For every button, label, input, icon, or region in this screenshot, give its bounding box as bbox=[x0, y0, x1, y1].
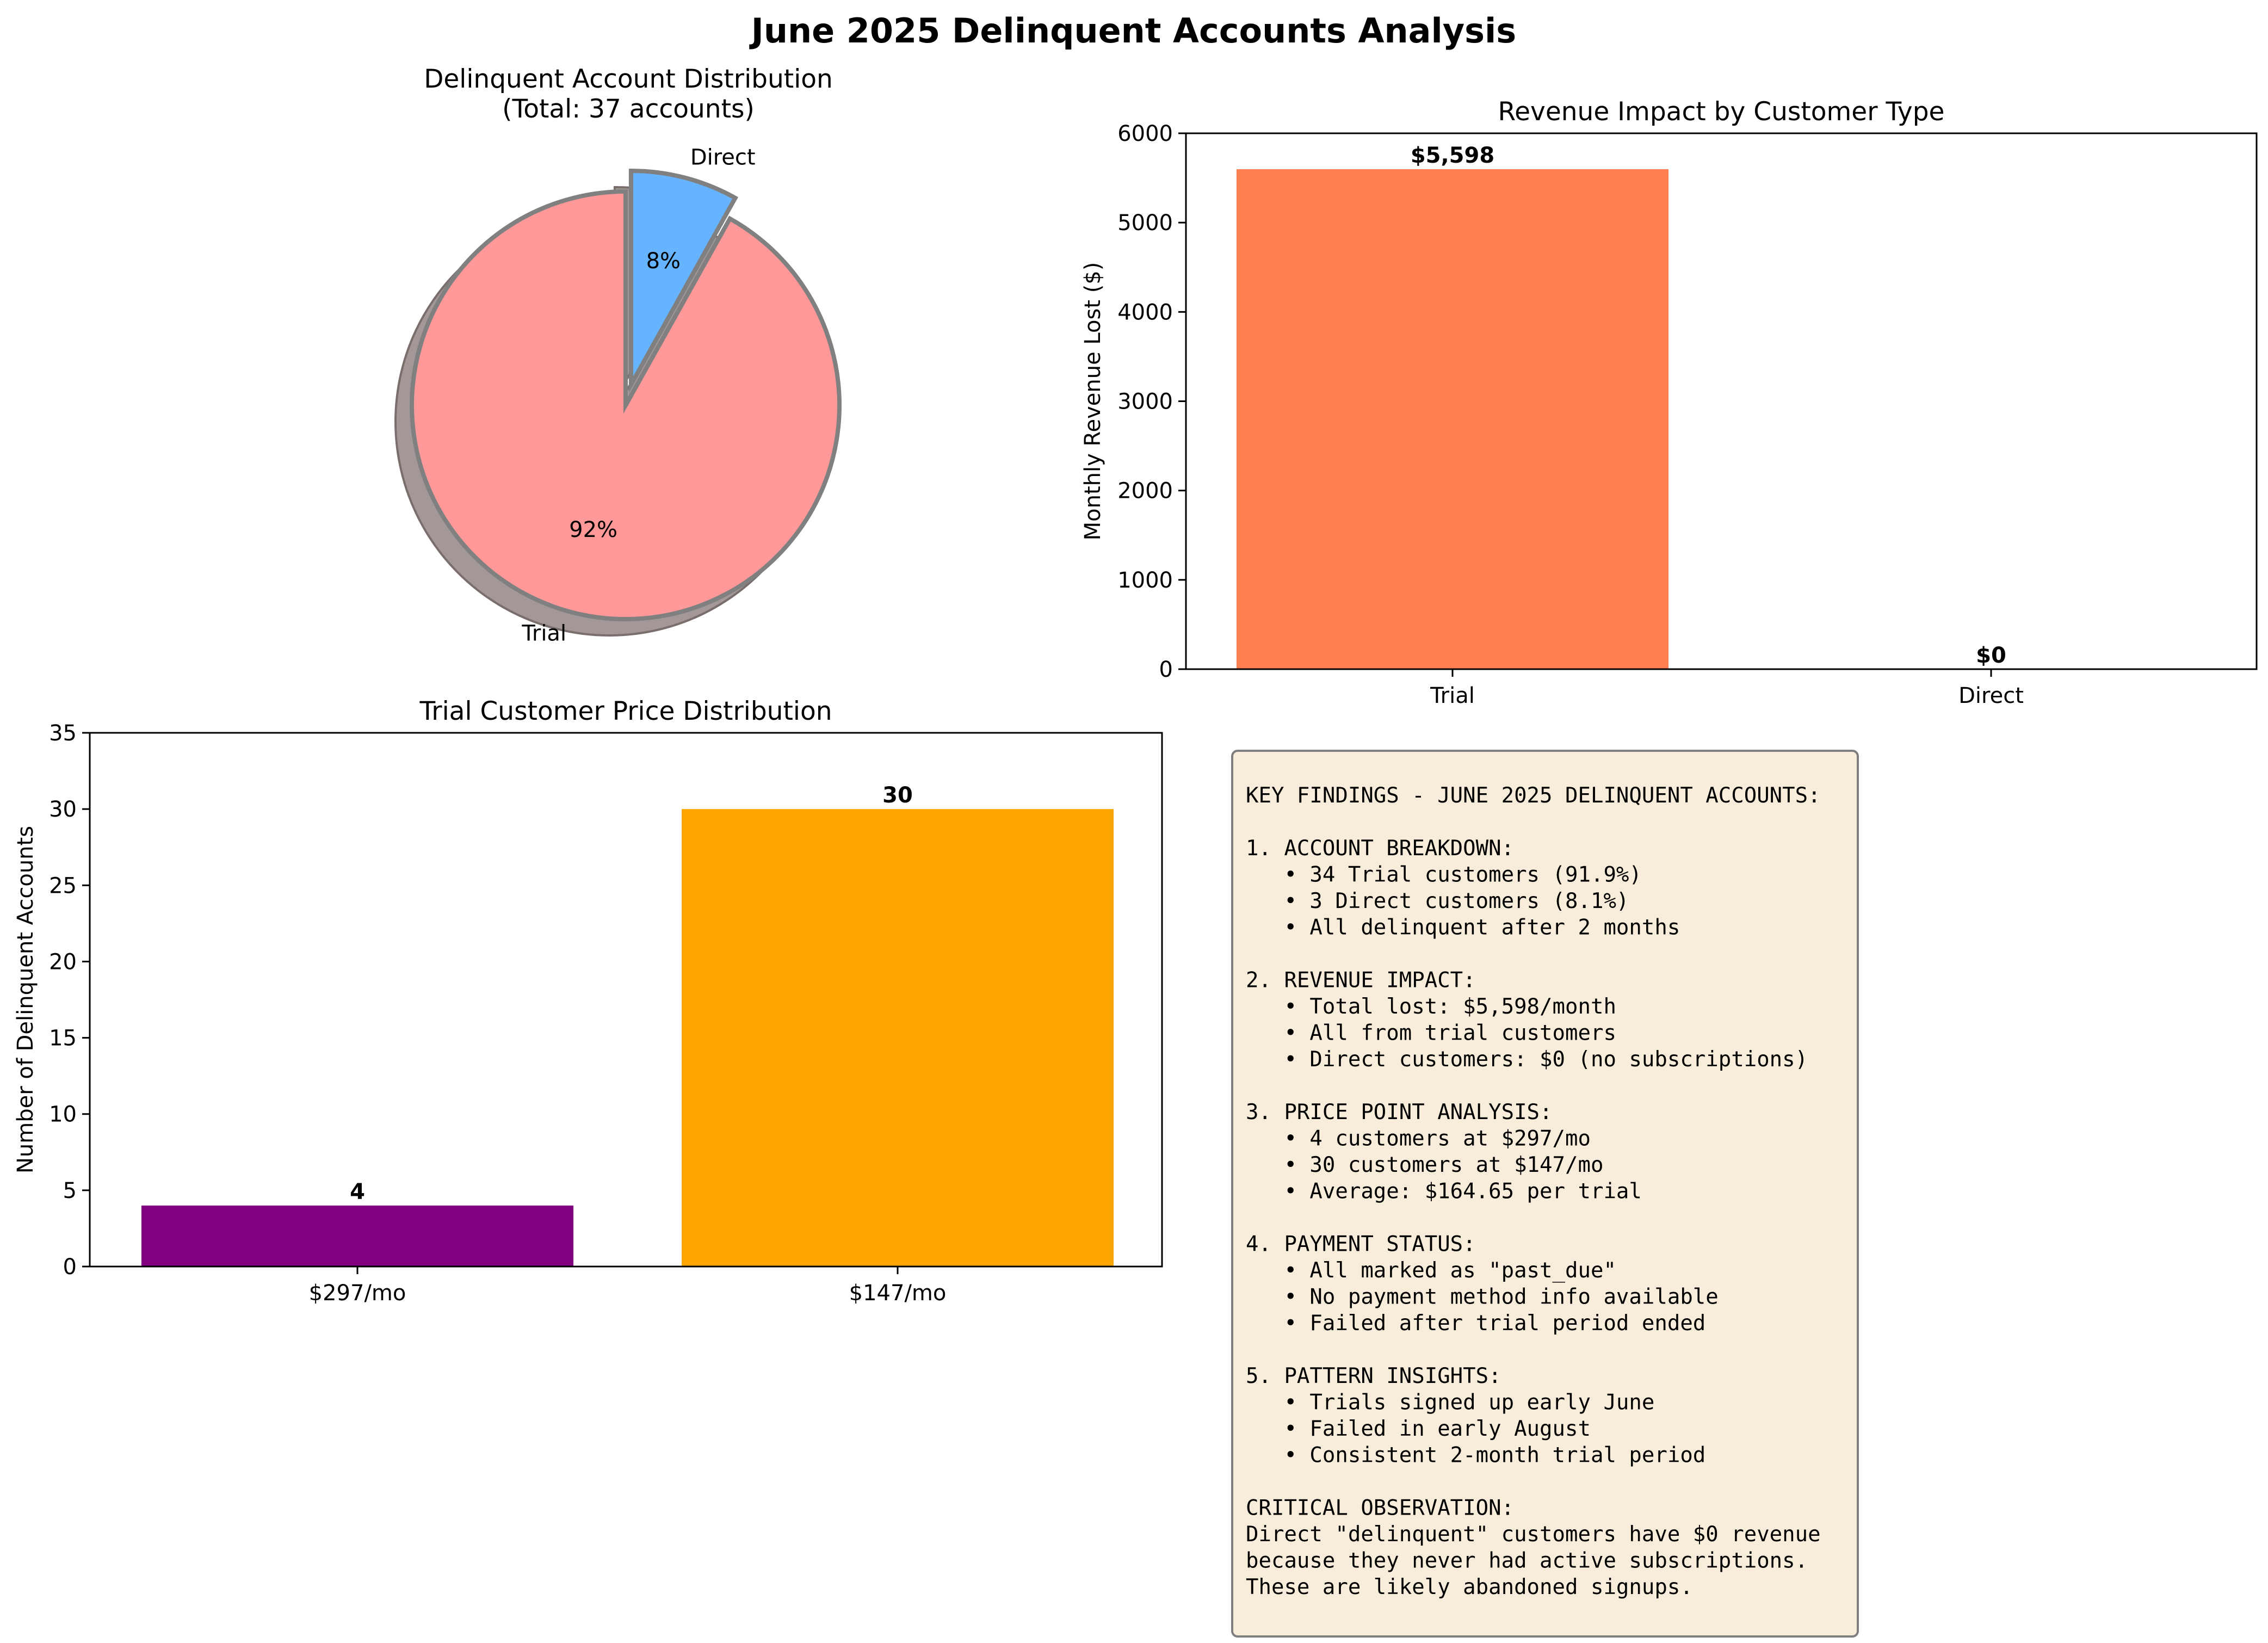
pie-title-line-1: Delinquent Account Distribution bbox=[424, 64, 833, 94]
findings-line: • No payment method info available bbox=[1246, 1285, 1719, 1310]
findings-line: • Failed after trial period ended bbox=[1246, 1311, 1705, 1336]
price-ytick-label-6: 30 bbox=[49, 797, 77, 822]
pie-percent-direct: 8% bbox=[646, 249, 681, 274]
revenue-axes-frame bbox=[1185, 132, 2258, 670]
findings-line: • 3 Direct customers (8.1%) bbox=[1246, 889, 1629, 913]
revenue-title: Revenue Impact by Customer Type bbox=[1498, 97, 1945, 127]
findings-line: KEY FINDINGS - JUNE 2025 DELINQUENT ACCO… bbox=[1246, 783, 1821, 808]
findings-line: Direct "delinquent" customers have $0 re… bbox=[1246, 1522, 1821, 1547]
pie-label-trial: Trial bbox=[521, 621, 566, 646]
findings-line: 4. PAYMENT STATUS: bbox=[1246, 1232, 1476, 1257]
pie-slice-trial bbox=[410, 189, 842, 621]
findings-line: • 30 customers at $147/mo bbox=[1246, 1153, 1603, 1177]
revenue-ytick-label-4: 4000 bbox=[1117, 300, 1173, 325]
pie-slice-direct bbox=[628, 168, 739, 393]
price-ytick-label-7: 35 bbox=[49, 721, 77, 746]
findings-box bbox=[1231, 750, 1859, 1638]
price-axes-frame bbox=[89, 732, 1163, 1268]
price-ytick-label-0: 0 bbox=[63, 1255, 77, 1280]
price-xtick-label-1: $147/mo bbox=[849, 1281, 947, 1306]
findings-line: • Average: $164.65 per trial bbox=[1246, 1179, 1642, 1204]
findings-line: • All marked as "past_due" bbox=[1246, 1258, 1616, 1283]
findings-line: • Direct customers: $0 (no subscriptions… bbox=[1246, 1047, 1808, 1072]
pie-percent-trial: 92% bbox=[569, 517, 617, 542]
price-bar-1 bbox=[682, 809, 1114, 1267]
price-ytick-label-2: 10 bbox=[49, 1102, 77, 1127]
findings-line: • Failed in early August bbox=[1246, 1417, 1591, 1441]
price-value-label-1: 30 bbox=[882, 783, 913, 808]
price-ylabel: Number of Delinquent Accounts bbox=[13, 826, 38, 1173]
bar-chart-price-distribution: Trial Customer Price Distribution 4 $297/m… bbox=[13, 696, 1163, 1306]
findings-line: because they never had active subscripti… bbox=[1246, 1549, 1808, 1573]
price-value-label-0: 4 bbox=[350, 1179, 365, 1205]
findings-line: These are likely abandoned signups. bbox=[1246, 1575, 1693, 1599]
findings-line: CRITICAL OBSERVATION: bbox=[1246, 1496, 1514, 1521]
key-findings-panel: KEY FINDINGS - JUNE 2025 DELINQUENT ACCO… bbox=[1231, 750, 1859, 1638]
pie-label-direct: Direct bbox=[690, 145, 756, 170]
price-ytick-label-3: 15 bbox=[49, 1026, 77, 1051]
bar-chart-revenue-impact: Revenue Impact by Customer Type$5,598 Tri… bbox=[1080, 97, 2258, 708]
findings-line: • All delinquent after 2 months bbox=[1246, 916, 1680, 940]
revenue-value-label-1: $0 bbox=[1976, 643, 2006, 668]
revenue-value-label-0: $5,598 bbox=[1411, 143, 1494, 168]
price-title: Trial Customer Price Distribution bbox=[419, 696, 832, 726]
revenue-ytick-label-2: 2000 bbox=[1117, 479, 1173, 504]
findings-line: • Total lost: $5,598/month bbox=[1246, 995, 1616, 1019]
revenue-bar-0 bbox=[1237, 169, 1668, 669]
findings-line: 3. PRICE POINT ANALYSIS: bbox=[1246, 1100, 1553, 1125]
revenue-ytick-label-6: 6000 bbox=[1117, 121, 1173, 146]
findings-line: • All from trial customers bbox=[1246, 1021, 1616, 1046]
findings-line: 2. REVENUE IMPACT: bbox=[1246, 968, 1476, 993]
pie-chart-delinquent-distribution: Delinquent Account Distribution(Total: 3… bbox=[394, 64, 842, 646]
findings-line: 5. PATTERN INSIGHTS: bbox=[1246, 1364, 1501, 1388]
pie-title-line-2: (Total: 37 accounts) bbox=[502, 94, 755, 124]
findings-line: • 34 Trial customers (91.9%) bbox=[1246, 863, 1642, 887]
price-ytick-label-4: 20 bbox=[49, 949, 77, 974]
findings-line: 1. ACCOUNT BREAKDOWN: bbox=[1246, 836, 1514, 861]
revenue-ytick-label-1: 1000 bbox=[1117, 568, 1173, 593]
price-xtick-label-0: $297/mo bbox=[309, 1281, 406, 1306]
findings-line: • Consistent 2-month trial period bbox=[1246, 1443, 1705, 1468]
price-ytick-label-5: 25 bbox=[49, 873, 77, 898]
revenue-ytick-label-5: 5000 bbox=[1117, 211, 1173, 236]
findings-line: • Trials signed up early June bbox=[1246, 1391, 1654, 1415]
findings-line: • 4 customers at $297/mo bbox=[1246, 1127, 1591, 1151]
price-ytick-label-1: 5 bbox=[63, 1178, 77, 1203]
revenue-xtick-label-0: Trial bbox=[1430, 683, 1475, 708]
revenue-ylabel: Monthly Revenue Lost ($) bbox=[1080, 262, 1105, 541]
price-bar-0 bbox=[141, 1205, 573, 1267]
revenue-ytick-label-3: 3000 bbox=[1117, 390, 1173, 415]
figure-title: June 2025 Delinquent Accounts Analysis bbox=[749, 11, 1516, 51]
revenue-ytick-label-0: 0 bbox=[1159, 657, 1173, 682]
revenue-xtick-label-1: Direct bbox=[1958, 683, 2024, 708]
